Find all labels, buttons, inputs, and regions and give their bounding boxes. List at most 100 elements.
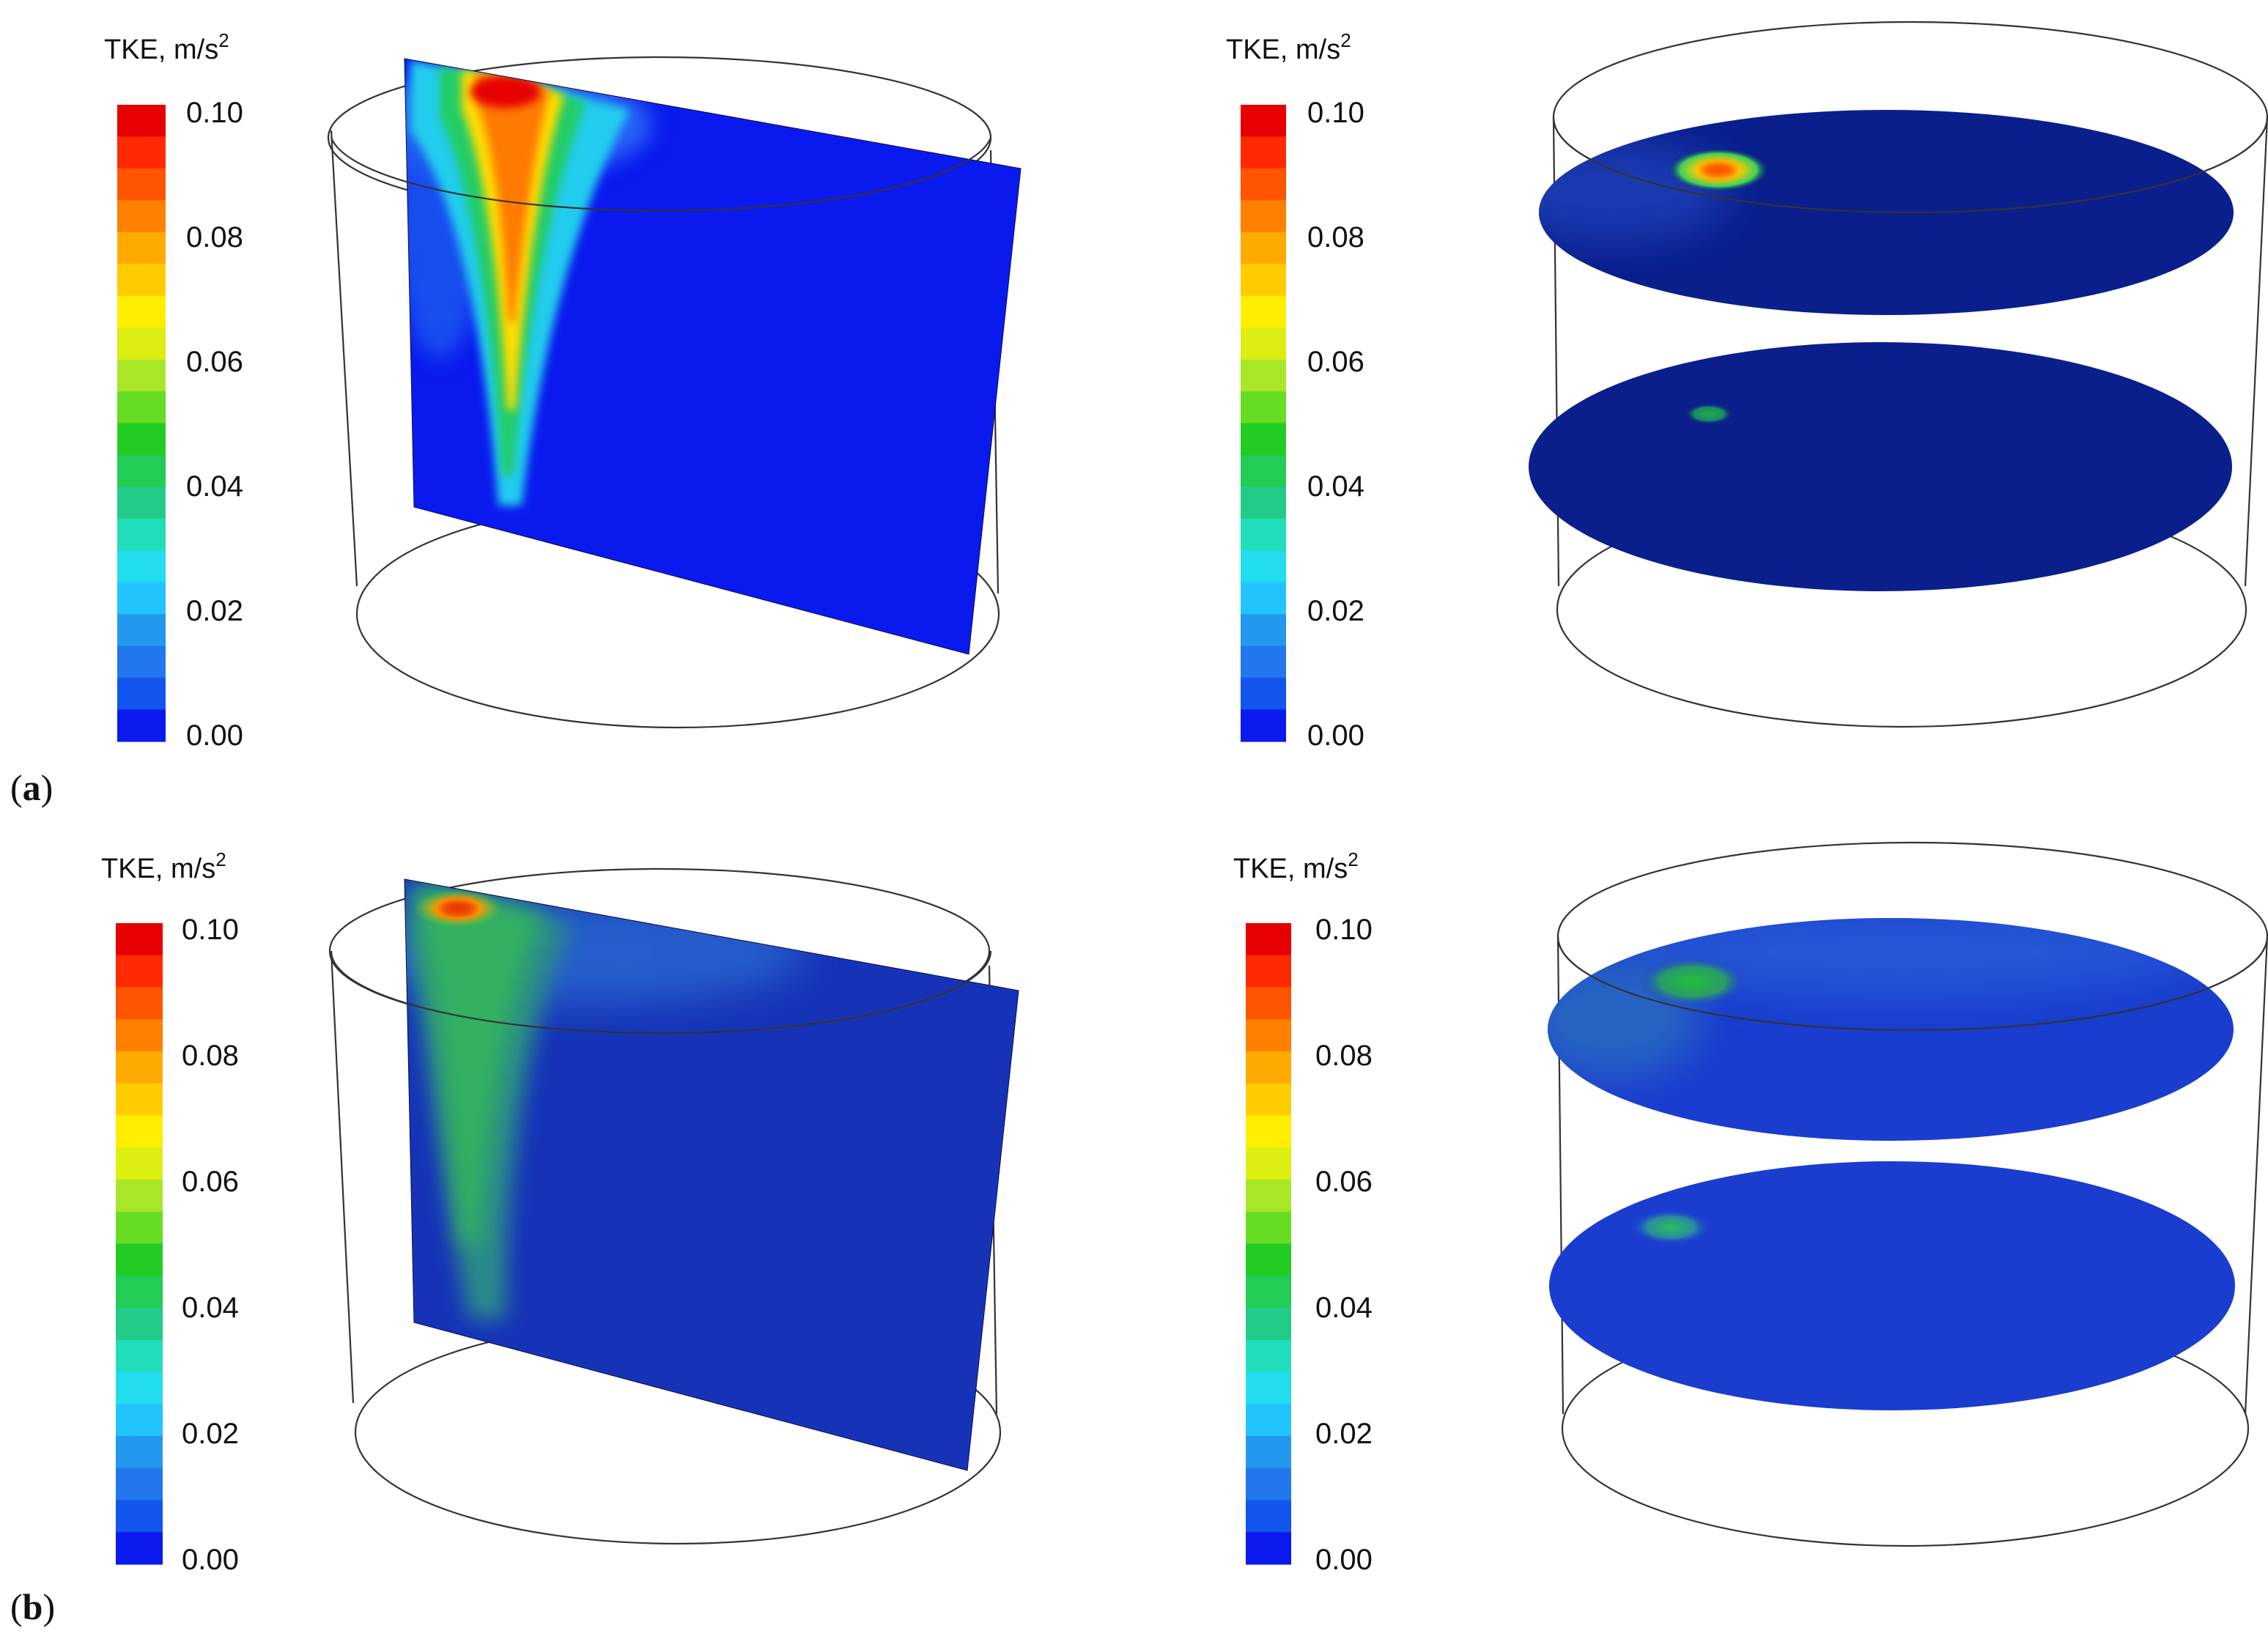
colorbar-swatch [1241,359,1286,392]
colorbar-swatch [1241,200,1286,233]
colorbar-swatch [1241,264,1286,297]
tke-plane-slice [405,59,1021,654]
colorbar-b-left: TKE, m/s2 0.10 0.08 0.06 0.04 0.02 0.00 [101,848,239,1576]
colorbar-a-left: TKE, m/s2 0.10 0.08 0.06 0.04 0.02 0.00 [104,29,243,752]
colorbar-swatch [1241,614,1286,647]
colorbar-swatch [1241,709,1286,742]
colorbar-swatch [117,454,166,487]
cylinder-side-left [330,130,358,587]
colorbar-swatch [1241,232,1286,264]
tke-upper-slice [1548,918,2234,1141]
colorbar-tick-label: 0.08 [186,221,243,253]
colorbar-tick-label: 0.10 [182,914,239,946]
colorbar-swatch [1246,1180,1291,1213]
colorbar-swatch [1241,105,1286,138]
colorbar-swatch [116,1404,163,1437]
colorbar-swatch [117,678,166,711]
colorbar-swatch [117,550,166,583]
colorbar-swatch [1246,1147,1291,1180]
colorbar-b-left-scale [116,923,163,1565]
colorbar-swatch [116,1308,163,1341]
colorbar-tick-label: 0.04 [186,470,243,503]
colorbar-swatch [116,1532,163,1565]
colorbar-swatch [116,1500,163,1533]
colorbar-swatch [1246,1211,1291,1245]
panel-label-b: (b) [10,1586,55,1627]
colorbar-tick-label: 0.08 [1307,221,1364,253]
colorbar-swatch [1246,1372,1291,1404]
colorbar-swatch [116,1083,163,1117]
colorbar-tick-label: 0.00 [182,1544,239,1576]
colorbar-swatch [1246,1276,1291,1309]
colorbar-swatch [1246,1532,1291,1565]
colorbar-tick-label: 0.06 [186,346,243,378]
colorbar-swatch [116,1372,163,1404]
tke-lower-slice [1529,342,2232,591]
colorbar-swatch [116,1339,163,1373]
colorbar-a-left-ticks: 0.10 0.08 0.06 0.04 0.02 0.00 [186,97,243,752]
colorbar-tick-label: 0.10 [186,97,243,129]
colorbar-tick-label: 0.10 [1307,97,1364,129]
panel-b-horizontal-planes [1548,841,2268,1547]
colorbar-swatch [1241,486,1286,519]
colorbar-swatch [117,136,166,169]
panel-label-a: (a) [10,767,53,808]
colorbar-swatch [117,200,166,233]
colorbar-swatch [116,987,163,1020]
colorbar-swatch [117,359,166,392]
colorbar-swatch [1241,518,1286,551]
colorbar-swatch [116,1147,163,1180]
colorbar-swatch [116,1051,163,1084]
colorbar-swatch [1241,550,1286,583]
tke-lower-slice [1549,1161,2235,1410]
colorbar-swatch [117,391,166,424]
colorbar-swatch [116,1019,163,1052]
colorbar-swatch [1241,423,1286,456]
colorbar-tick-label: 0.08 [182,1040,239,1072]
colorbar-swatch [116,1115,163,1148]
colorbar-swatch [117,709,166,742]
cylinder-side-left [330,950,355,1404]
colorbar-swatch [116,1276,163,1309]
colorbar-swatch [117,232,166,264]
colorbar-b-right: TKE, m/s2 0.10 0.08 0.06 0.04 0.02 0.00 [1233,848,1373,1576]
colorbar-swatch [117,645,166,678]
tke-plane-slice [405,879,1019,1470]
colorbar-b-right-scale [1246,923,1291,1565]
colorbar-swatch [1241,327,1286,360]
panel-b-vertical-plane [328,867,1019,1545]
colorbar-swatch [117,168,166,201]
colorbar-swatch [1241,136,1286,169]
colorbar-swatch [117,327,166,360]
colorbar-tick-label: 0.02 [1307,595,1364,627]
colorbar-swatch [116,1243,163,1276]
colorbar-swatch [1241,678,1286,711]
colorbar-swatch [116,1180,163,1213]
colorbar-swatch [1246,1339,1291,1373]
colorbar-swatch [1241,391,1286,424]
colorbar-swatch [1246,1019,1291,1052]
colorbar-swatch [117,518,166,551]
colorbar-tick-label: 0.00 [186,719,243,752]
colorbar-b-left-title: TKE, m/s2 [101,848,226,884]
colorbar-swatch [116,1436,163,1469]
colorbar-swatch [1246,1083,1291,1117]
colorbar-tick-label: 0.00 [1315,1544,1373,1576]
colorbar-tick-label: 0.04 [1307,470,1364,503]
colorbar-b-left-ticks: 0.10 0.08 0.06 0.04 0.02 0.00 [182,914,239,1576]
cylinder-side-right [2244,936,2268,1415]
colorbar-swatch [1246,1436,1291,1469]
colorbar-tick-label: 0.06 [1307,346,1364,378]
colorbar-swatch [1246,1500,1291,1533]
colorbar-swatch [116,923,163,956]
colorbar-swatch [1246,1404,1291,1437]
colorbar-b-right-ticks: 0.10 0.08 0.06 0.04 0.02 0.00 [1315,914,1373,1576]
colorbar-swatch [116,1211,163,1245]
colorbar-a-left-scale [117,105,166,742]
colorbar-swatch [117,295,166,328]
colorbar-swatch [1246,987,1291,1020]
colorbar-swatch [1246,923,1291,956]
colorbar-swatch [1246,1308,1291,1341]
panel-a-vertical-plane [327,56,1022,729]
